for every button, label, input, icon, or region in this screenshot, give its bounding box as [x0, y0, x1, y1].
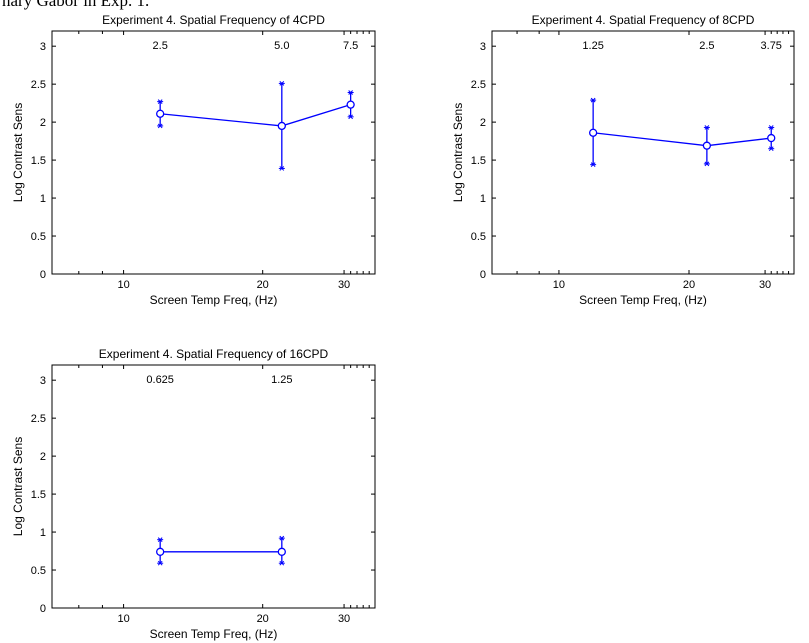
- x-tick-label: 20: [683, 279, 695, 291]
- top-annotation: 5.0: [274, 40, 289, 52]
- data-point: [588, 128, 598, 137]
- error-cap-mark: [279, 560, 285, 566]
- y-tick-label: 0: [480, 269, 486, 281]
- chart-3: Experiment 4. Spatial Frequency of 16CPD…: [11, 347, 376, 641]
- plot-frame: [491, 30, 795, 275]
- y-tick-label: 0.5: [471, 231, 486, 243]
- y-tick-label: 2: [40, 451, 46, 463]
- y-tick-label: 2: [480, 117, 486, 129]
- y-tick-label: 1.5: [31, 155, 46, 167]
- header-text: nary Gabor in Exp. 1.: [2, 0, 150, 10]
- y-tick-label: 2.5: [31, 413, 46, 425]
- series-line: [160, 104, 351, 127]
- y-axis-label: Log Contrast Sens: [451, 103, 465, 202]
- x-tick-label: 10: [117, 613, 129, 625]
- y-tick-label: 3: [40, 375, 46, 387]
- y-tick-label: 1.5: [31, 489, 46, 501]
- x-tick-label: 20: [257, 279, 269, 291]
- top-annotation: 0.625: [146, 374, 174, 386]
- y-tick-label: 0: [40, 603, 46, 615]
- error-cap-mark: [157, 560, 163, 566]
- data-point: [277, 547, 286, 556]
- chart-title: Experiment 4. Spatial Frequency of 8CPD: [532, 13, 755, 27]
- top-annotation: 2.5: [699, 40, 714, 52]
- x-tick-label: 10: [117, 279, 129, 291]
- error-cap-mark: [348, 114, 353, 120]
- x-tick-label: 10: [553, 279, 565, 291]
- chart-title: Experiment 4. Spatial Frequency of 4CPD: [102, 13, 325, 27]
- data-point: [277, 121, 286, 131]
- y-tick-label: 3: [40, 41, 46, 53]
- y-tick-label: 2.5: [31, 79, 46, 91]
- y-tick-label: 1: [40, 527, 46, 539]
- error-cap-mark: [279, 81, 285, 86]
- series-line: [593, 132, 772, 147]
- error-cap-mark: [768, 125, 774, 130]
- y-tick-label: 1: [40, 193, 46, 205]
- top-annotation: 7.5: [343, 40, 358, 52]
- error-cap-mark: [157, 537, 163, 543]
- error-cap-mark: [157, 99, 163, 104]
- x-tick-label: 30: [338, 613, 350, 625]
- x-tick-label: 30: [338, 279, 350, 291]
- y-axis-label: Log Contrast Sens: [11, 103, 25, 202]
- y-tick-label: 0.5: [31, 231, 46, 243]
- chart-1: Experiment 4. Spatial Frequency of 4CPD 0…: [11, 13, 376, 307]
- y-axis-label: Log Contrast Sens: [11, 437, 25, 536]
- top-annotation: 1.25: [582, 40, 603, 52]
- error-cap-mark: [590, 162, 596, 168]
- error-cap-mark: [704, 125, 710, 130]
- top-annotation: 1.25: [271, 374, 292, 386]
- data-point: [702, 141, 712, 150]
- x-axis-label: Screen Temp Freq, (Hz): [150, 627, 278, 641]
- x-axis-label: Screen Temp Freq, (Hz): [579, 293, 707, 307]
- y-tick-label: 0: [40, 269, 46, 281]
- chart-2: Experiment 4. Spatial Frequency of 8CPD 0…: [451, 13, 795, 307]
- y-tick-label: 1.5: [471, 155, 486, 167]
- error-cap-mark: [279, 535, 285, 541]
- error-cap-mark: [348, 90, 353, 95]
- error-cap-mark: [704, 161, 710, 167]
- data-point: [767, 133, 776, 143]
- error-cap-mark: [157, 123, 163, 129]
- y-tick-label: 1: [480, 193, 486, 205]
- y-tick-label: 2: [40, 117, 46, 129]
- x-tick-label: 20: [257, 613, 269, 625]
- plot-frame: [51, 30, 376, 275]
- plot-frame: [51, 364, 376, 609]
- data-point: [346, 100, 355, 109]
- error-cap-mark: [768, 146, 774, 152]
- error-cap-mark: [590, 97, 596, 103]
- data-point: [156, 109, 165, 118]
- error-cap-mark: [279, 166, 285, 171]
- y-tick-label: 3: [480, 41, 486, 53]
- top-annotation: 2.5: [153, 40, 168, 52]
- x-axis-label: Screen Temp Freq, (Hz): [150, 293, 278, 307]
- y-tick-label: 0.5: [31, 565, 46, 577]
- data-point: [156, 547, 165, 556]
- x-tick-label: 30: [759, 279, 771, 291]
- top-annotation: 3.75: [761, 40, 782, 52]
- y-tick-label: 2.5: [471, 79, 486, 91]
- chart-title: Experiment 4. Spatial Frequency of 16CPD: [99, 347, 329, 361]
